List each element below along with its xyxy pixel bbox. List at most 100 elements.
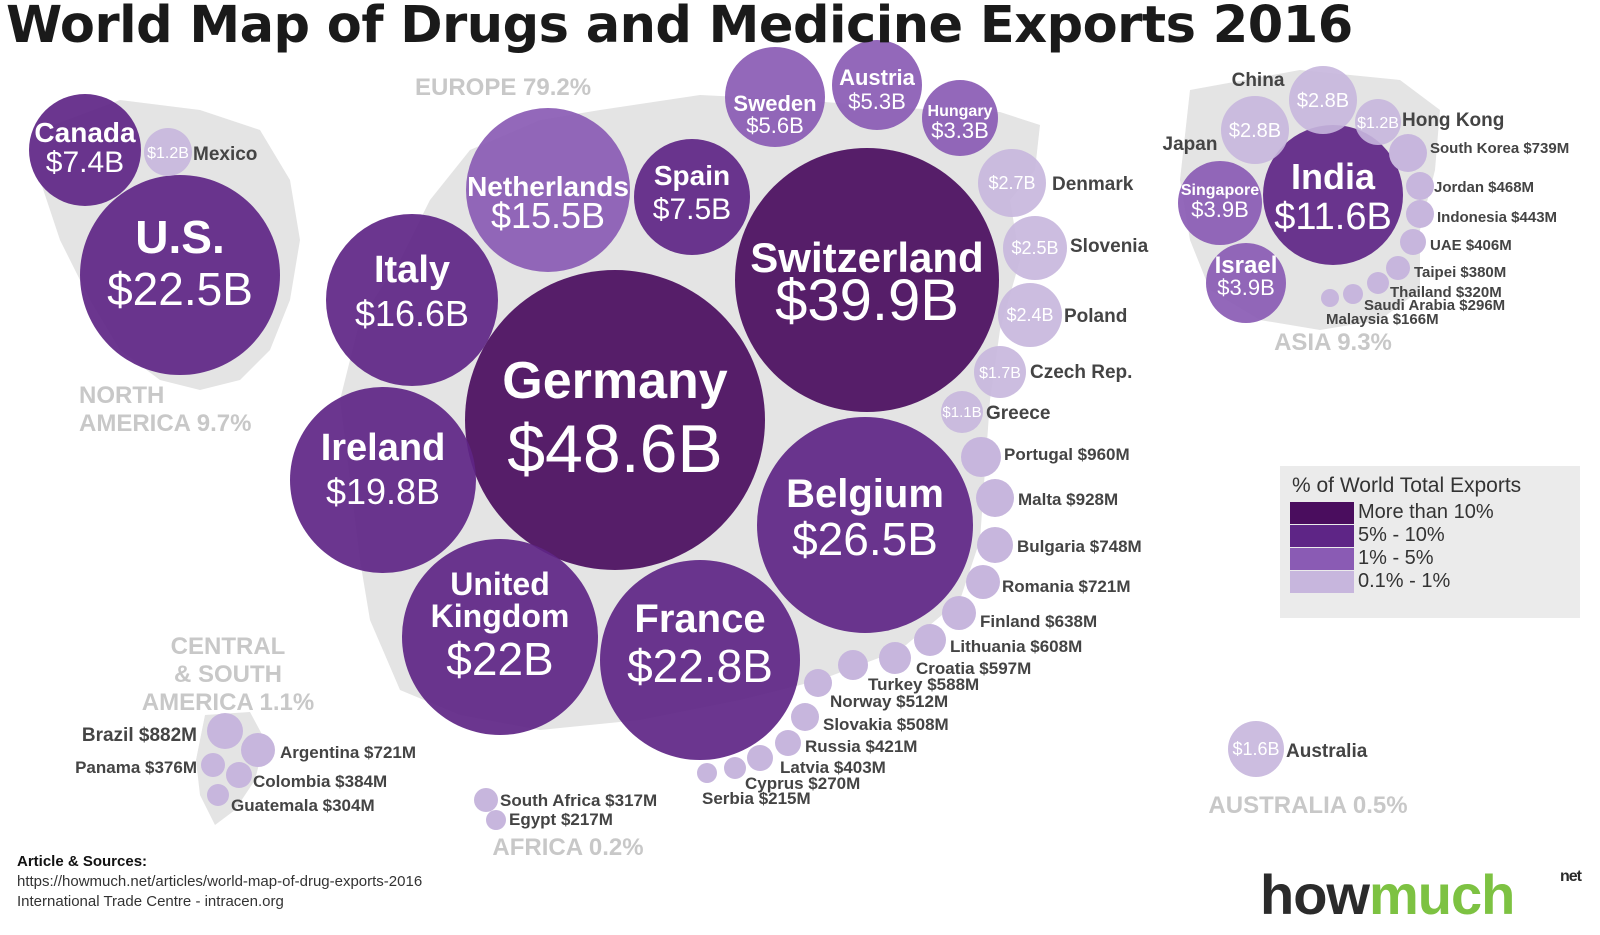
bubble-saudi-arabia[interactable]: Saudi Arabia $296M: [1343, 284, 1505, 314]
bubble-value: $16.6B: [355, 293, 469, 334]
bubble-russia[interactable]: Russia $421M: [775, 730, 917, 756]
bubble-italy[interactable]: Italy$16.6B: [326, 214, 498, 386]
bubble-india[interactable]: India$11.6B: [1263, 125, 1403, 265]
bubble-switzerland[interactable]: Switzerland$39.9B: [735, 148, 999, 412]
bubble-name: Netherlands: [467, 171, 629, 202]
bubble-slovakia[interactable]: Slovakia $508M: [791, 703, 949, 734]
bubble-circle: [879, 642, 911, 674]
bubble-australia[interactable]: $1.6B Australia: [1228, 721, 1368, 777]
bubble-value: $3.9B: [1191, 197, 1249, 222]
bubble-malta[interactable]: Malta $928M: [976, 479, 1118, 517]
bubble-label: Slovakia $508M: [823, 715, 949, 734]
bubble-value: $1.6B: [1232, 739, 1279, 759]
bubble-circle: [634, 139, 750, 255]
bubble-uae[interactable]: UAE $406M: [1400, 229, 1512, 255]
bubble-value: $1.2B: [1357, 115, 1399, 132]
bubble-hungary[interactable]: Hungary$3.3B: [922, 80, 998, 156]
bubble-circle: [724, 757, 746, 779]
bubble-indonesia[interactable]: Indonesia $443M: [1406, 200, 1557, 228]
bubble-thailand[interactable]: Thailand $320M: [1367, 272, 1502, 301]
bubble-circle: [978, 149, 1046, 217]
bubble-czech-rep[interactable]: $1.7B Czech Rep.: [974, 346, 1132, 398]
bubble-guatemala[interactable]: Guatemala $304M: [207, 784, 375, 815]
legend-swatch: [1290, 525, 1354, 547]
bubble-israel[interactable]: Israel$3.9B: [1206, 243, 1286, 323]
bubble-spain[interactable]: Spain$7.5B: [634, 139, 750, 255]
bubble-name: Hungary: [928, 103, 993, 120]
bubble-argentina[interactable]: Argentina $721M: [241, 733, 416, 767]
bubble-panama[interactable]: Panama $376M: [75, 753, 225, 777]
bubble-romania[interactable]: Romania $721M: [966, 565, 1131, 599]
bubble-south-korea[interactable]: South Korea $739M: [1389, 134, 1569, 172]
bubble-label: Argentina $721M: [280, 743, 416, 762]
legend-title: % of World Total Exports: [1292, 474, 1522, 497]
bubble-circle: [1343, 284, 1363, 304]
bubble-finland[interactable]: Finland $638M: [942, 596, 1097, 631]
bubble-name: Greece: [986, 403, 1050, 424]
bubble-circle: [201, 753, 225, 777]
bubble-circle: [1400, 229, 1426, 255]
bubble-label: Brazil $882M: [82, 725, 197, 746]
bubble-circle: [600, 560, 800, 760]
bubble-circle: [29, 94, 141, 206]
bubble-brazil[interactable]: Brazil $882M: [82, 713, 243, 749]
bubble-taipei[interactable]: Taipei $380M: [1386, 256, 1506, 281]
bubble-belgium[interactable]: Belgium$26.5B: [757, 417, 973, 633]
bubble-circle: [942, 596, 976, 630]
sources-url[interactable]: https://howmuch.net/articles/world-map-o…: [17, 873, 423, 890]
bubble-name: Israel: [1215, 252, 1278, 279]
bubble-jordan[interactable]: Jordan $468M: [1406, 172, 1534, 200]
page-title: World Map of Drugs and Medicine Exports …: [6, 0, 1353, 55]
bubble-canada[interactable]: Canada$7.4B: [29, 94, 141, 206]
bubble-poland[interactable]: $2.4B Poland: [998, 283, 1127, 347]
legend-label: 5% - 10%: [1358, 524, 1445, 546]
bubble-bulgaria[interactable]: Bulgaria $748M: [977, 527, 1142, 563]
bubble-latvia[interactable]: Latvia $403M: [747, 745, 886, 777]
legend-label: More than 10%: [1358, 501, 1494, 523]
bubble-germany[interactable]: Germany$48.6B: [465, 270, 765, 570]
bubble-circle: [757, 417, 973, 633]
bubble-label: Indonesia $443M: [1437, 209, 1557, 226]
bubble-norway[interactable]: Norway $512M: [804, 669, 948, 711]
bubble-sweden[interactable]: Sweden$5.6B: [725, 47, 825, 147]
bubble-mexico[interactable]: $1.2B Mexico: [144, 128, 257, 176]
bubble-cyprus[interactable]: Cyprus $270M: [724, 757, 860, 793]
bubble-label: Saudi Arabia $296M: [1364, 297, 1505, 314]
bubble-denmark[interactable]: $2.7B Denmark: [978, 149, 1134, 217]
bubble-south-africa[interactable]: South Africa $317M: [474, 788, 657, 812]
bubble-value: $5.3B: [848, 89, 906, 114]
bubble-value: $2.8B: [1229, 120, 1281, 142]
bubble-lithuania[interactable]: Lithuania $608M: [914, 624, 1082, 656]
bubble-portugal[interactable]: Portugal $960M: [961, 437, 1130, 477]
region-label-europe-79-2: EUROPE 79.2%: [415, 74, 591, 101]
bubble-value: $3.3B: [931, 118, 989, 143]
bubble-label: Norway $512M: [830, 692, 948, 711]
bubble-colombia[interactable]: Colombia $384M: [226, 762, 387, 791]
bubble-ireland[interactable]: Ireland$19.8B: [290, 387, 476, 573]
bubble-austria[interactable]: Austria$5.3B: [832, 40, 922, 130]
bubble-slovenia[interactable]: $2.5B Slovenia: [1003, 216, 1149, 280]
bubble-netherlands[interactable]: Netherlands$15.5B: [466, 108, 630, 272]
bubble-malaysia[interactable]: Malaysia $166M: [1321, 289, 1439, 328]
bubble-turkey[interactable]: Turkey $588M: [838, 650, 979, 694]
howmuch-logo[interactable]: howmuch net: [1260, 862, 1582, 927]
bubble-circle: [1228, 721, 1284, 777]
bubble-china[interactable]: $2.8B China: [1232, 66, 1357, 134]
bubble-circle: [998, 283, 1062, 347]
bubble-japan[interactable]: $2.8B Japan: [1163, 96, 1289, 164]
bubble-value: $2.5B: [1011, 238, 1058, 258]
bubble-circle: [474, 788, 498, 812]
bubble-hong-kong[interactable]: $1.2B Hong Kong: [1355, 99, 1504, 145]
bubble-serbia[interactable]: Serbia $215M: [697, 763, 811, 808]
bubble-circle: [914, 624, 946, 656]
bubble-u-s[interactable]: U.S.$22.5B: [80, 175, 280, 375]
bubble-egypt[interactable]: Egypt $217M: [486, 810, 613, 830]
legend-swatch: [1290, 548, 1354, 570]
bubble-singapore[interactable]: Singapore$3.9B: [1178, 161, 1262, 245]
bubble-united-kingdom[interactable]: United Kingdom$22B: [402, 539, 598, 735]
bubble-france[interactable]: France$22.8B: [600, 560, 800, 760]
bubble-croatia[interactable]: Croatia $597M: [879, 642, 1031, 678]
bubble-value: $7.4B: [46, 146, 124, 179]
bubble-greece[interactable]: $1.1B Greece: [941, 391, 1050, 433]
bubble-label: Russia $421M: [805, 737, 917, 756]
